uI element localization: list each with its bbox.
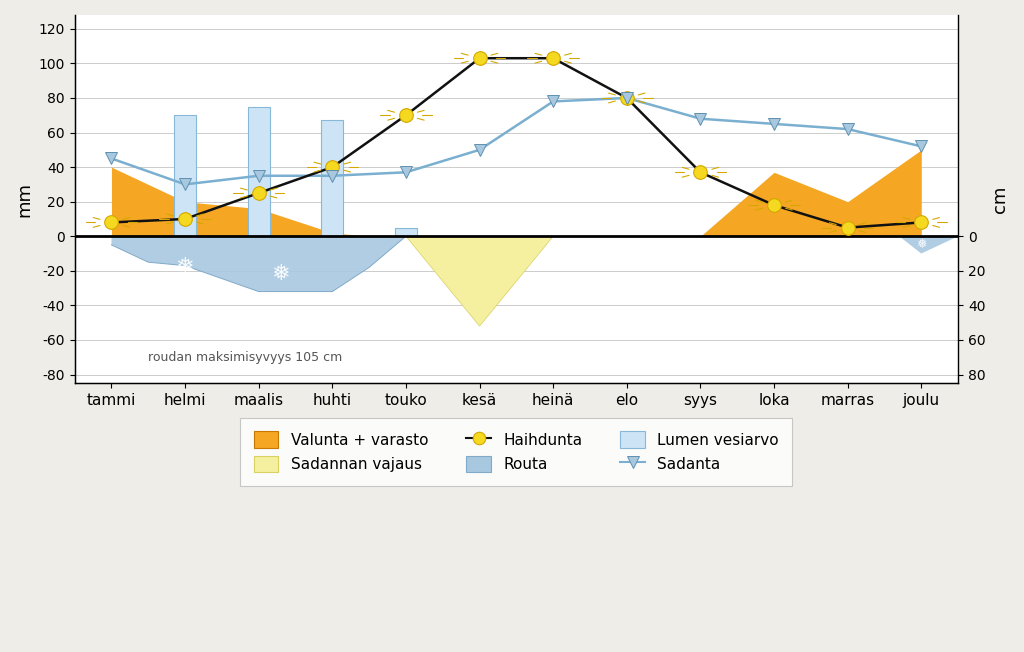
Polygon shape: [899, 236, 958, 254]
Bar: [395, 228, 417, 236]
Polygon shape: [406, 236, 664, 326]
Bar: [248, 107, 269, 236]
Y-axis label: cm: cm: [991, 185, 1009, 213]
Text: ❅: ❅: [916, 239, 927, 252]
Text: roudan maksimisyvyys 105 cm: roudan maksimisyvyys 105 cm: [148, 351, 342, 364]
Legend: Valunta + varasto, Sadannan vajaus, Haihdunta, Routa, Lumen vesiarvo, Sadanta: Valunta + varasto, Sadannan vajaus, Haih…: [241, 417, 793, 486]
Y-axis label: mm: mm: [15, 182, 33, 216]
Polygon shape: [112, 236, 406, 291]
Bar: [174, 115, 197, 236]
Text: ❅: ❅: [176, 258, 195, 277]
Text: ❅: ❅: [271, 264, 290, 284]
Bar: [322, 121, 343, 236]
